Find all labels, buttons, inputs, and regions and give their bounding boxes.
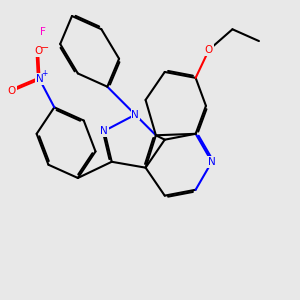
Text: O: O	[205, 45, 213, 55]
Text: −: −	[41, 44, 50, 53]
Text: N: N	[36, 74, 43, 84]
Text: N: N	[100, 126, 108, 136]
Text: N: N	[208, 157, 216, 167]
Text: F: F	[40, 27, 46, 37]
Text: N: N	[131, 110, 139, 120]
Text: +: +	[42, 69, 48, 78]
Text: O: O	[8, 86, 16, 96]
Text: O: O	[34, 46, 42, 56]
